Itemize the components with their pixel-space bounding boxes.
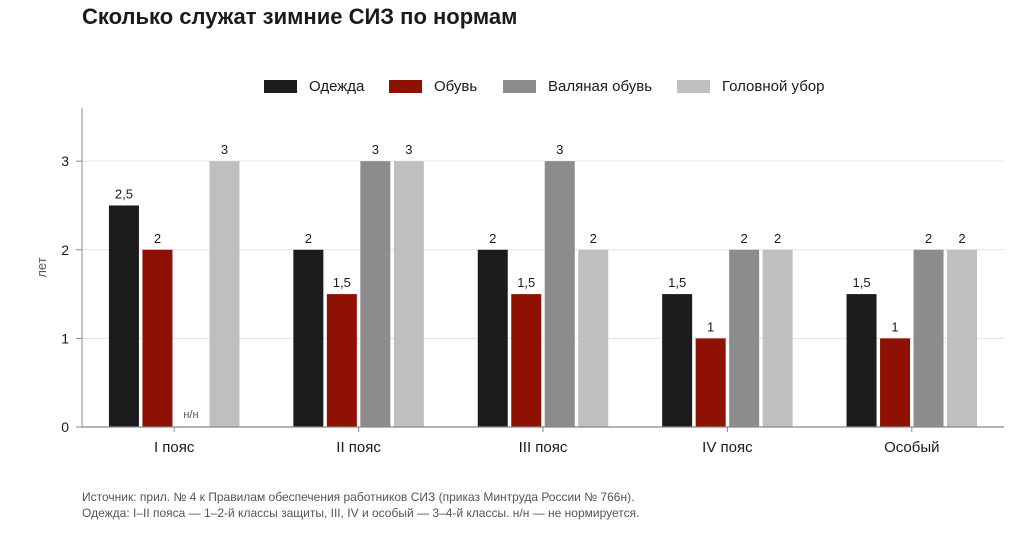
legend-swatch-clothing — [264, 79, 297, 93]
y-tick-label: 0 — [61, 419, 69, 435]
bar-clothing — [477, 249, 508, 427]
data-label: 1 — [891, 319, 898, 334]
data-label: 1,5 — [668, 275, 686, 290]
legend-label-headwear: Головной убор — [722, 77, 825, 95]
data-label: 1 — [707, 319, 714, 334]
legend: Одежда Обувь Валяная обувь Головной убор — [0, 75, 1024, 97]
data-label: 3 — [556, 142, 563, 157]
data-label: 3 — [221, 142, 228, 157]
legend-swatch-felt-boots — [503, 79, 536, 93]
data-label: 1,5 — [517, 275, 535, 290]
bar-felt-boots — [913, 249, 944, 427]
bar-footwear — [880, 338, 911, 427]
data-label: 2 — [489, 231, 496, 246]
bar-headwear — [578, 249, 609, 427]
legend-item-clothing: Одежда — [264, 75, 364, 97]
data-label: 2 — [774, 231, 781, 246]
legend-label-felt-boots: Валяная обувь — [548, 77, 653, 95]
chart-title: Сколько служат зимние СИЗ по нормам — [82, 4, 518, 29]
bar-footwear — [511, 294, 542, 427]
data-label: 2 — [305, 231, 312, 246]
legend-item-felt-boots: Валяная обувь — [503, 75, 652, 97]
bar-headwear — [209, 161, 240, 427]
bar-footwear — [326, 294, 357, 427]
data-label: 3 — [372, 142, 379, 157]
bar-footwear — [142, 249, 173, 427]
y-tick-label: 1 — [61, 330, 69, 346]
legend-label-clothing: Одежда — [309, 77, 365, 95]
bar-clothing — [846, 294, 877, 427]
legend-item-headwear: Головной убор — [677, 75, 824, 97]
bar-clothing — [293, 249, 324, 427]
data-label: 2 — [741, 231, 748, 246]
data-label: 2 — [958, 231, 965, 246]
data-label-not-normed: н/н — [183, 409, 198, 421]
bar-clothing — [662, 294, 693, 427]
bar-headwear — [947, 249, 978, 427]
legend-label-footwear: Обувь — [434, 77, 478, 95]
data-label: 1,5 — [853, 275, 871, 290]
bar-felt-boots — [544, 161, 575, 427]
bar-chart: 0 1 2 3 лет 2,5 2 н/н 3 I пояс 2 1,5 3 3 II пояс 2 1,5 3 2… — [34, 108, 1004, 456]
x-tick-label: Особый — [884, 439, 939, 456]
legend-item-footwear: Обувь — [389, 75, 477, 97]
x-tick-label: II пояс — [336, 439, 381, 456]
x-tick-label: III пояс — [519, 439, 568, 456]
footnote-source: Источник: прил. № 4 к Правилам обеспечен… — [82, 490, 635, 504]
footnote-note: Одежда: I–II пояса — 1–2-й классы защиты… — [82, 506, 640, 520]
data-label: 1,5 — [333, 275, 351, 290]
footnote: Источник: прил. № 4 к Правилам обеспечен… — [82, 489, 639, 521]
data-label: 2,5 — [115, 186, 133, 201]
data-label: 2 — [590, 231, 597, 246]
x-tick-label: I пояс — [154, 439, 195, 456]
y-tick-label: 3 — [61, 153, 69, 169]
bar-felt-boots — [360, 161, 391, 427]
y-axis-label: лет — [34, 257, 49, 277]
y-tick-label: 2 — [61, 242, 69, 258]
bar-clothing — [108, 205, 139, 427]
x-tick-label: IV пояс — [702, 439, 753, 456]
data-label: 3 — [405, 142, 412, 157]
data-label: 2 — [154, 231, 161, 246]
legend-swatch-footwear — [389, 79, 422, 93]
bar-headwear — [393, 161, 424, 427]
bar-footwear — [695, 338, 726, 427]
bar-felt-boots — [729, 249, 760, 427]
data-label: 2 — [925, 231, 932, 246]
bar-headwear — [762, 249, 793, 427]
legend-swatch-headwear — [677, 79, 710, 93]
